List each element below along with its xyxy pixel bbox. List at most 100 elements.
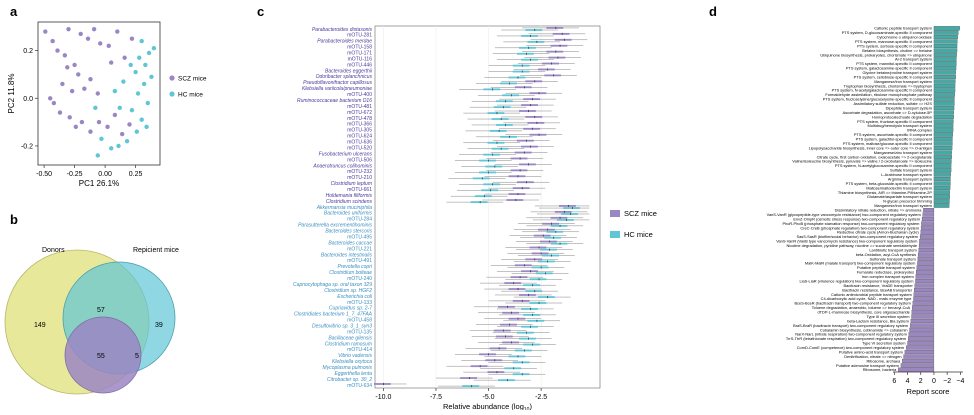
- taxon-label: Citrobacter sp. 30_2: [327, 377, 372, 383]
- scz-box: [512, 187, 530, 190]
- hc-box: [527, 40, 545, 43]
- pathway-bar: [933, 123, 954, 128]
- pathway-bar: [933, 181, 951, 186]
- pathway-label: PTS system, sorbose-specific II componen…: [857, 43, 933, 48]
- scz-point: [88, 77, 93, 82]
- taxon-label: mOTU-636: [347, 140, 372, 146]
- pathway-bar: [913, 292, 935, 297]
- taxon-label: mOTU-281: [347, 33, 372, 39]
- scz-box: [485, 359, 503, 362]
- taxon-label: Akkermansia muciniphila: [316, 205, 373, 211]
- scz-box: [502, 341, 520, 344]
- hc-box: [472, 177, 490, 180]
- legend-swatch-scz: [169, 75, 175, 81]
- pathway-label: Dipeptide transport system: [886, 105, 932, 110]
- hc-box: [556, 219, 574, 221]
- scz-box: [554, 210, 572, 213]
- y-tick-label: 0.0: [23, 96, 33, 103]
- scz-box: [525, 258, 543, 261]
- pathway-bar: [933, 39, 958, 44]
- pathway-label: Sulfonate transport system: [869, 256, 915, 261]
- scz-box: [519, 163, 536, 166]
- pathway-label: Type III secretion system: [866, 314, 909, 319]
- pathway-label: Cationic peptide transport system: [874, 26, 932, 31]
- scz-point: [91, 26, 97, 32]
- pathway-bar: [920, 230, 935, 235]
- hc-box: [489, 130, 507, 132]
- pathway-label: CreC-CreB (phosphate regulation) two-com…: [800, 225, 919, 230]
- pathway-label: PTS system, beta-glucoside-specific II c…: [846, 181, 933, 186]
- pathway-bar: [916, 265, 935, 270]
- scz-box: [502, 311, 520, 314]
- pathway-label: AI-2 transport system: [895, 57, 932, 62]
- hc-box: [512, 70, 530, 73]
- panel-a: a -0.50 -0.25 0.00 0.25 -0.2 0.0 0.2 PC1 26.1% P…: [0, 0, 225, 200]
- legend-label-hc: HC mice: [178, 92, 203, 99]
- pathway-bar: [933, 70, 956, 75]
- pathway-bar: [933, 185, 951, 190]
- scz-box: [525, 116, 543, 118]
- scz-point: [105, 124, 110, 130]
- pathway-bar: [921, 216, 935, 222]
- panel-label-a: a: [10, 4, 18, 19]
- scz-point: [78, 31, 83, 37]
- y-tick-label: -0.2: [21, 143, 33, 150]
- pathway-label: Cationic antimicrobial peptide transport…: [831, 292, 912, 297]
- scz-box: [493, 329, 511, 332]
- scz-box: [500, 323, 517, 326]
- scz-point: [69, 88, 75, 94]
- x-tick-label: -0.25: [67, 171, 83, 178]
- venn-count-recipient-only: 39: [155, 322, 163, 329]
- pathway-label: Manganese/iron transport system: [874, 79, 932, 84]
- scz-box: [504, 282, 522, 284]
- scz-box: [510, 276, 528, 279]
- pathway-bar: [933, 172, 951, 177]
- pathway-label: Homoprotocatechuate degradation: [872, 114, 932, 119]
- pathway-bar: [933, 83, 956, 88]
- pathway-bar: [910, 323, 935, 328]
- hc-box: [531, 266, 549, 269]
- pathway-label: Ribosome, bacteria: [863, 367, 897, 372]
- hc-point: [134, 129, 140, 134]
- hc-box: [544, 236, 562, 239]
- scz-box: [537, 228, 555, 231]
- pathway-bar: [923, 208, 935, 213]
- legend-swatch-scz: [610, 210, 620, 217]
- scz-box: [510, 169, 528, 172]
- scz-point: [60, 81, 65, 87]
- pathway-label: Manganese/iron transport system: [874, 203, 932, 208]
- pathway-bar: [933, 132, 953, 137]
- pathway-label: VanS-VanR (glycopeptide-type vancomycin …: [767, 212, 921, 217]
- hc-box: [523, 313, 541, 316]
- taxon-label: Bacteroides stercoris: [325, 229, 372, 235]
- pathway-label: TrrS-TtrR (tetrathionate respiration) tw…: [786, 336, 906, 341]
- hc-point: [124, 138, 130, 144]
- scz-box: [546, 27, 564, 29]
- scz-point: [96, 119, 102, 125]
- hc-box: [521, 58, 538, 61]
- hc-box: [493, 106, 511, 109]
- scatter-plot-frame: [37, 21, 161, 166]
- taxon-label: mOTU-171: [347, 51, 372, 57]
- hc-box: [470, 201, 488, 204]
- pathway-bar: [933, 97, 955, 102]
- pathway-label: Type VI secretion system: [862, 341, 905, 346]
- hc-box: [508, 355, 526, 358]
- scz-box: [558, 205, 576, 207]
- scz-box: [529, 92, 547, 95]
- taxon-label: Ruminococcaceae bacterium D16: [297, 98, 372, 104]
- hc-point: [95, 153, 100, 158]
- venn-count-all: 55: [97, 353, 105, 360]
- taxon-label: Capnocytophaga sp. oral taxon 329: [293, 282, 372, 288]
- scz-box: [514, 151, 532, 154]
- pathway-bar: [911, 314, 935, 319]
- pathway-bar: [933, 79, 956, 84]
- boxplot-frame: [374, 25, 601, 389]
- scz-point: [106, 43, 111, 49]
- pathway-label: PTS system, ascorbate-specific II compon…: [854, 132, 933, 137]
- panel-c: c Parabacteroides distasonis mOTU-281 Para…: [225, 0, 695, 413]
- scz-point: [119, 131, 125, 137]
- pathway-bar: [933, 101, 955, 106]
- hc-point: [117, 105, 122, 111]
- hc-box: [483, 153, 501, 156]
